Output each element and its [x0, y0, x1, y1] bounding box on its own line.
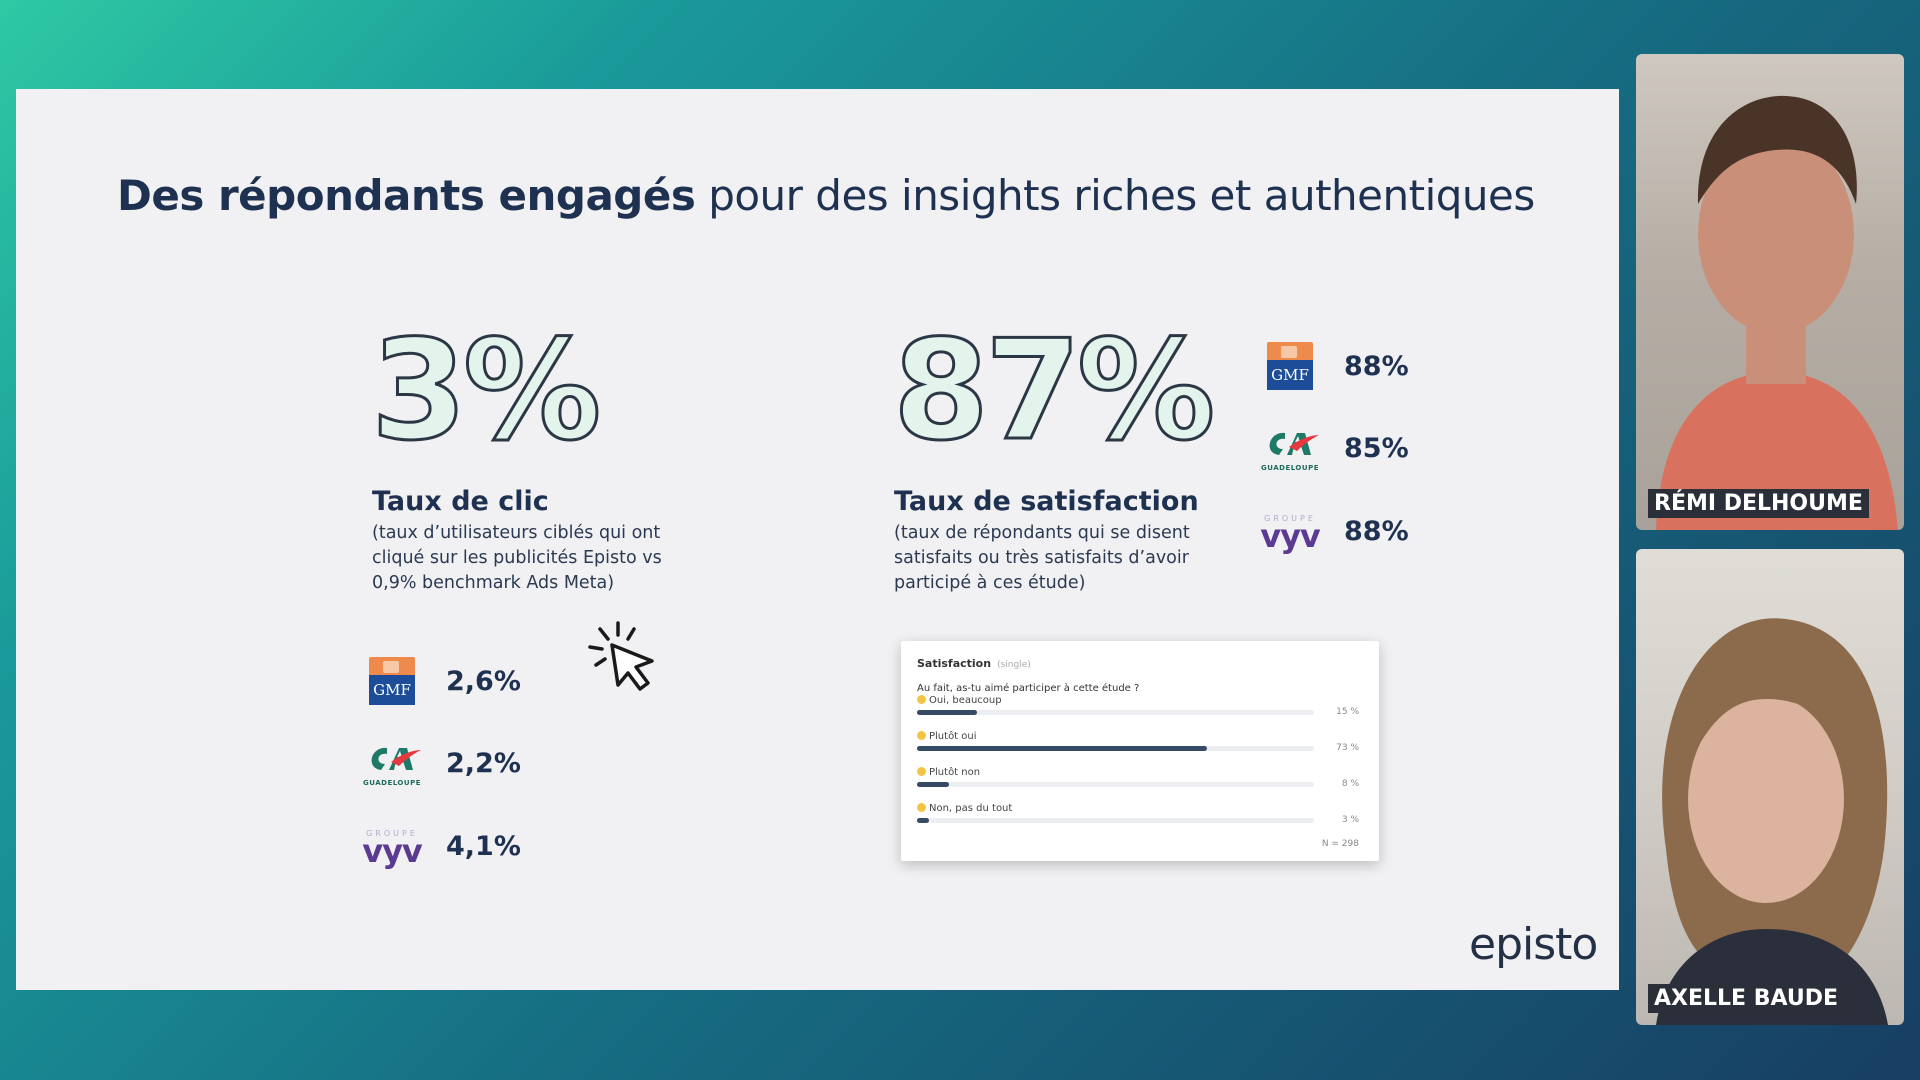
participant-silhouette	[1656, 618, 1888, 1025]
click-row-credit-agricole: GUADELOUPE 2,2%	[356, 735, 521, 791]
smiley-icon	[917, 695, 926, 704]
smiley-icon	[917, 803, 926, 812]
satisfaction-description: (taux de répondants qui se disent satisf…	[894, 523, 1190, 593]
presentation-slide: Des répondants engagés pour des insights…	[16, 89, 1619, 990]
satisfaction-title: Taux de satisfaction	[894, 486, 1199, 517]
credit-agricole-logo: GUADELOUPE	[1259, 425, 1321, 472]
participant-name: RÉMI DELHOUME	[1648, 489, 1869, 518]
satisfaction-value-gmf: 88%	[1344, 350, 1409, 382]
participant-name: AXELLE BAUDE	[1648, 984, 1845, 1013]
slide-title: Des répondants engagés pour des insights…	[117, 171, 1535, 220]
survey-option: Plutôt oui 73 %	[917, 731, 1363, 761]
slide-title-rest: pour des insights riches et authentiques	[695, 171, 1535, 220]
survey-option: Plutôt non 8 %	[917, 767, 1363, 797]
click-value-credit-agricole: 2,2%	[446, 747, 521, 779]
participant-silhouette	[1656, 95, 1898, 530]
click-rate-big-number: 3%	[369, 310, 602, 471]
satisfaction-row-gmf: GMF 88%	[1254, 338, 1409, 394]
survey-sample-size: N = 298	[1321, 839, 1359, 849]
episto-logo: episto	[1469, 919, 1598, 970]
smiley-icon	[917, 767, 926, 776]
cursor-click-icon	[588, 621, 654, 691]
click-rate-description: (taux d’utilisateurs ciblés qui ont cliq…	[372, 523, 662, 593]
click-row-gmf: GMF 2,6%	[356, 653, 521, 709]
survey-heading: Satisfaction (single)	[917, 657, 1031, 670]
slide-title-bold: Des répondants engagés	[117, 171, 696, 220]
click-value-gmf: 2,6%	[446, 665, 521, 697]
participant-video-tile[interactable]: RÉMI DELHOUME	[1636, 54, 1904, 530]
gmf-logo: GMF	[1267, 342, 1313, 390]
participant-video-tile[interactable]: AXELLE BAUDE	[1636, 549, 1904, 1025]
click-value-vyv: 4,1%	[446, 830, 521, 862]
credit-agricole-logo: GUADELOUPE	[361, 740, 423, 787]
satisfaction-value-vyv: 88%	[1344, 515, 1409, 547]
click-row-vyv: GROUPE vyv 4,1%	[356, 818, 521, 874]
satisfaction-row-credit-agricole: GUADELOUPE 85%	[1254, 420, 1409, 476]
satisfaction-big-number: 87%	[891, 310, 1216, 471]
satisfaction-row-vyv: GROUPE vyv 88%	[1254, 503, 1409, 559]
survey-option: Non, pas du tout 3 %	[917, 803, 1363, 833]
groupe-vyv-logo: GROUPE vyv	[1260, 513, 1321, 555]
survey-option: Oui, beaucoup 15 %	[917, 695, 1363, 725]
smiley-icon	[917, 731, 926, 740]
gmf-logo: GMF	[369, 657, 415, 705]
click-rate-title: Taux de clic	[372, 486, 549, 517]
survey-question: Au fait, as-tu aimé participer à cette é…	[917, 683, 1140, 694]
groupe-vyv-logo: GROUPE vyv	[362, 828, 423, 870]
satisfaction-value-credit-agricole: 85%	[1344, 432, 1409, 464]
survey-result-card: Satisfaction (single) Au fait, as-tu aimé…	[901, 641, 1379, 861]
